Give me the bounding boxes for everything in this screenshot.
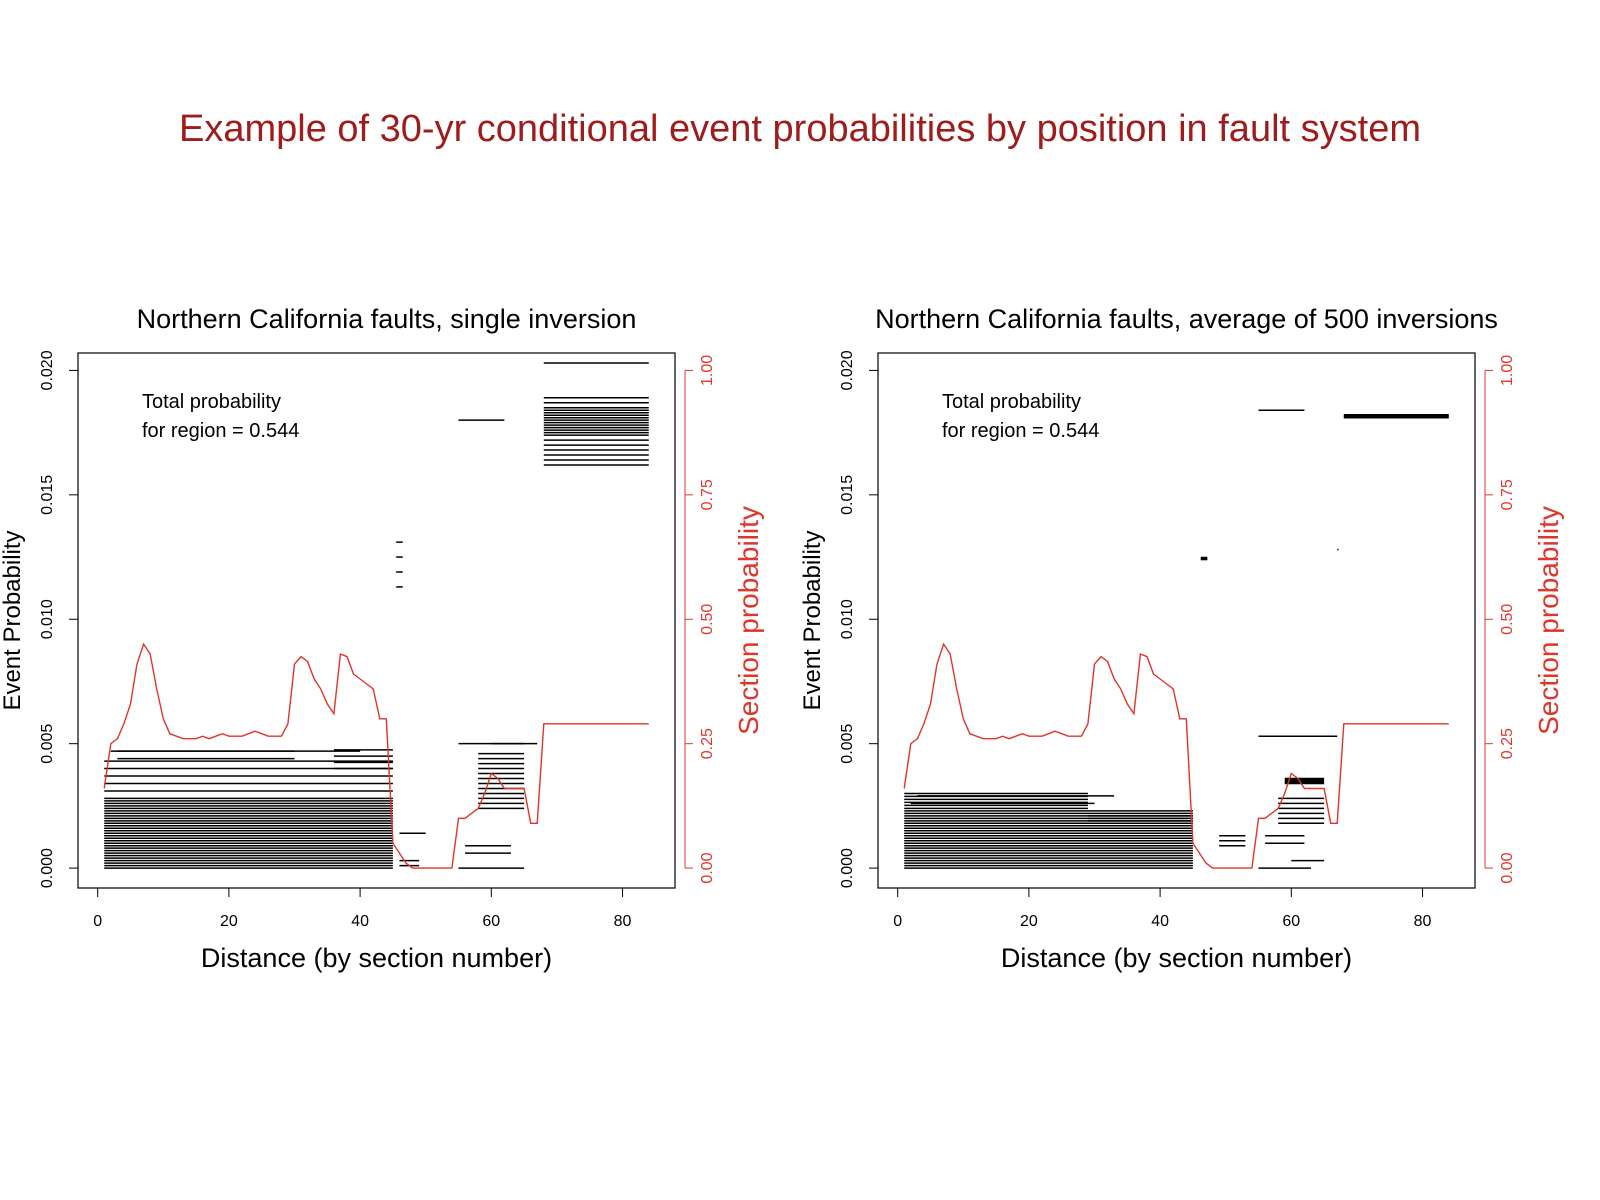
plot-frame bbox=[877, 352, 1476, 889]
section-probability-line bbox=[903, 642, 1449, 869]
y-axis-label: Event Probability bbox=[800, 530, 826, 710]
y-tick-label: 0.010 bbox=[39, 599, 56, 639]
y2-tick-label: 0.25 bbox=[699, 728, 716, 759]
x-axis-label: Distance (by section number) bbox=[1001, 943, 1352, 973]
annotation-line: for region = 0.544 bbox=[142, 420, 299, 442]
y-tick-label: 0.015 bbox=[839, 475, 856, 515]
x-tick-label: 60 bbox=[1282, 913, 1300, 930]
section-probability-line bbox=[103, 642, 649, 869]
y-axis-label: Event Probability bbox=[0, 530, 26, 710]
y2-tick-label: 0.00 bbox=[699, 852, 716, 883]
x-tick-label: 0 bbox=[93, 913, 102, 930]
y2-tick-label: 0.75 bbox=[1499, 479, 1516, 510]
chart-title: Northern California faults, average of 5… bbox=[875, 304, 1498, 334]
chart-single-inversion: Northern California faults, single inver… bbox=[0, 304, 764, 973]
y2-axis-label: Section probability bbox=[733, 506, 764, 735]
y-tick-label: 0.000 bbox=[839, 848, 856, 888]
x-tick-label: 60 bbox=[482, 913, 500, 930]
x-tick-label: 80 bbox=[614, 913, 632, 930]
x-axis-label: Distance (by section number) bbox=[201, 943, 552, 973]
y-tick-label: 0.020 bbox=[39, 350, 56, 390]
y-tick-label: 0.005 bbox=[39, 724, 56, 764]
annotation-line: Total probability bbox=[142, 391, 281, 413]
plot-frame bbox=[77, 352, 676, 889]
y2-tick-label: 0.75 bbox=[699, 479, 716, 510]
chart-title: Northern California faults, single inver… bbox=[137, 304, 637, 334]
y-tick-label: 0.005 bbox=[839, 724, 856, 764]
x-tick-label: 40 bbox=[351, 913, 369, 930]
y2-tick-label: 0.00 bbox=[1499, 852, 1516, 883]
x-tick-label: 20 bbox=[220, 913, 238, 930]
x-tick-label: 20 bbox=[1020, 913, 1038, 930]
x-tick-label: 0 bbox=[893, 913, 902, 930]
slide-title: Example of 30-yr conditional event proba… bbox=[179, 108, 1421, 150]
y2-tick-label: 0.25 bbox=[1499, 728, 1516, 759]
annotation-line: Total probability bbox=[942, 391, 1081, 413]
chart-average-inversions: Northern California faults, average of 5… bbox=[800, 304, 1564, 973]
y-tick-label: 0.010 bbox=[839, 599, 856, 639]
y2-tick-label: 0.50 bbox=[1499, 604, 1516, 635]
y2-axis-label: Section probability bbox=[1533, 506, 1564, 735]
y-tick-label: 0.020 bbox=[839, 350, 856, 390]
annotation-line: for region = 0.544 bbox=[942, 420, 1099, 442]
y2-tick-label: 0.50 bbox=[699, 604, 716, 635]
y2-tick-label: 1.00 bbox=[699, 355, 716, 386]
x-tick-label: 80 bbox=[1414, 913, 1432, 930]
y2-tick-label: 1.00 bbox=[1499, 355, 1516, 386]
y-tick-label: 0.015 bbox=[39, 475, 56, 515]
y-tick-label: 0.000 bbox=[39, 848, 56, 888]
x-tick-label: 40 bbox=[1151, 913, 1169, 930]
